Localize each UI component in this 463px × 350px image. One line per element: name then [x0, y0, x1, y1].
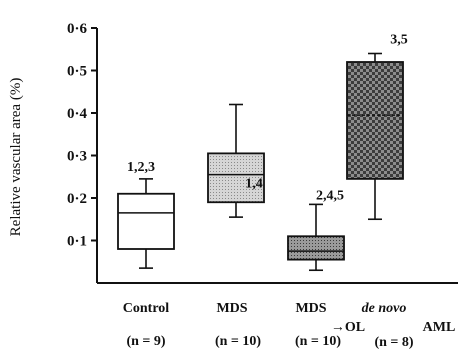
box-rect [346, 61, 404, 180]
y-axis-title: Relative vascular area (%) [8, 78, 24, 237]
category-label: MDS [216, 301, 247, 316]
box-3: 2,4,5 [287, 188, 345, 272]
y-tick-label: 0·4 [67, 106, 88, 122]
category-label: Control [123, 301, 170, 316]
sample-size-label: (n = 10) [295, 334, 341, 349]
y-tick-label: 0·2 [67, 191, 87, 207]
sample-size-label: (n = 10) [215, 334, 261, 349]
sample-size-label: (n = 8) [374, 335, 413, 350]
box-rect [117, 192, 175, 250]
significance-annotation: 2,4,5 [316, 188, 344, 203]
y-tick-label: 0·5 [67, 64, 87, 80]
category-label: de novo [362, 301, 407, 316]
sample-size-label: (n = 9) [126, 334, 165, 349]
category-label-line2: →OL [331, 320, 365, 335]
significance-annotation: 1,4 [245, 176, 263, 191]
significance-annotation: 3,5 [390, 33, 408, 48]
box-4: 3,5 [346, 33, 408, 221]
y-tick-label: 0·6 [67, 21, 88, 37]
y-ticks-group: 0·1 0·2 0·3 0·4 0·5 0·6 [67, 21, 97, 250]
category-label-line2: AML [423, 320, 456, 335]
box-rect [207, 152, 265, 204]
y-tick-label: 0·3 [67, 149, 87, 165]
x-labels-group: Control(n = 9)MDS(n = 10)MDS→OL(n = 10)d… [123, 301, 456, 350]
boxes-group: 1,2,3 1,4 2,4,5 3,5 [117, 33, 408, 272]
box-2: 1,4 [207, 103, 265, 218]
category-label: MDS [295, 301, 326, 316]
box-1: 1,2,3 [117, 160, 175, 269]
box-rect [287, 235, 345, 261]
significance-annotation: 1,2,3 [127, 160, 155, 175]
y-tick-label: 0·1 [67, 234, 87, 250]
